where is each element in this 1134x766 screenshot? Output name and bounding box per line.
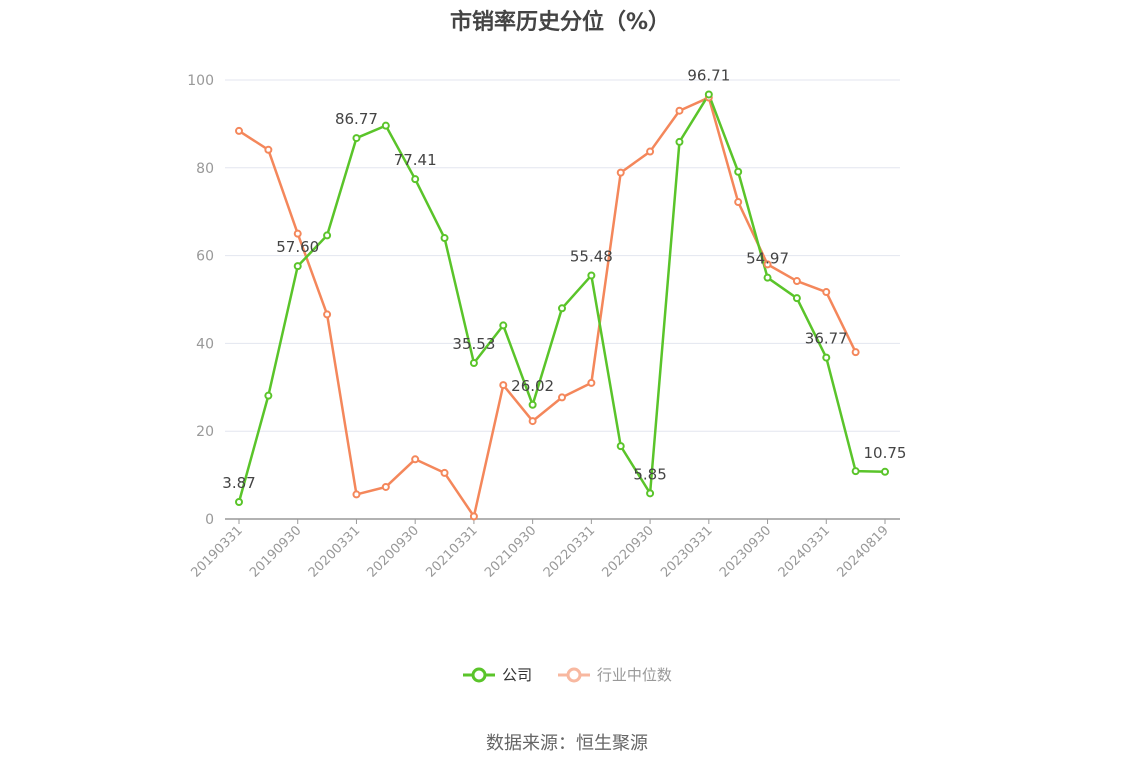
data-point-1 [352,490,361,499]
data-labels: 3.87 57.60 86.77 77.41 35.53 26.02 55.48 5.85 96… [222,66,906,492]
data-point-1 [499,381,508,390]
series-line-1 [238,96,857,518]
data-point-1 [293,229,302,238]
data-point-0 [440,234,449,243]
data-point-1 [851,348,860,357]
data-point-1 [734,198,743,207]
x-tick-label: 20210930 [482,523,539,580]
legend-industry-marker-icon [557,667,590,682]
legend-industry-label: 行业中位数 [596,666,672,684]
data-point-1 [440,468,449,477]
grid-lines [225,79,900,432]
legend-item-industry-median[interactable]: 行业中位数 [557,664,672,685]
data-point-0 [235,498,243,507]
data-point-0 [381,121,390,130]
data-point-0 [499,321,508,330]
legend: 公司 行业中位数 [0,664,1134,687]
y-tick-label: 20 [196,424,214,440]
data-label: 5.85 [633,465,666,483]
data-points [235,90,889,521]
data-point-0 [851,467,860,476]
data-point-0 [792,294,801,303]
data-point-0 [352,134,361,143]
x-tick-label: 20240819 [834,523,891,580]
data-point-0 [469,359,478,368]
y-tick-label: 80 [196,161,214,177]
data-point-1 [675,106,684,115]
x-tick-label: 20200930 [365,523,422,580]
data-point-0 [411,175,420,184]
data-label: 77.41 [394,151,437,169]
data-point-0 [822,353,831,362]
data-label: 86.77 [335,110,378,128]
x-tick-label: 20230930 [717,523,774,580]
data-label: 36.77 [805,330,848,348]
y-tick-label: 100 [187,73,214,89]
legend-company-marker-icon [463,667,496,682]
data-label: 3.87 [222,474,255,492]
data-point-0 [616,442,625,451]
data-point-1 [646,147,655,156]
data-point-1 [587,378,596,387]
x-tick-label: 20210331 [423,523,480,580]
axes: 0 20 40 60 80 100 20190331 20190930 20200331 2020… [187,73,900,581]
x-tick-label: 20220331 [541,523,598,580]
data-point-0 [264,391,273,400]
data-label: 55.48 [570,247,613,265]
data-point-0 [881,467,889,476]
data-point-0 [675,137,684,146]
data-point-0 [528,400,537,409]
data-point-1 [558,393,566,402]
data-label: 96.71 [687,66,730,84]
data-point-1 [264,145,273,154]
x-tick-label: 20200331 [306,523,363,580]
legend-item-company[interactable]: 公司 [462,664,532,685]
x-tick-label: 20220930 [600,523,657,580]
data-label: 57.60 [276,238,319,256]
x-tick-label: 20230331 [658,523,715,580]
data-point-1 [616,168,625,177]
data-point-1 [763,260,772,269]
data-point-0 [704,90,713,99]
data-point-1 [235,126,243,135]
data-point-1 [528,417,537,426]
data-point-0 [293,262,302,271]
data-point-0 [323,231,332,240]
x-tick-label: 20190331 [188,523,245,580]
data-point-0 [558,304,566,313]
data-label: 35.53 [452,335,495,353]
y-tick-label: 40 [196,336,214,352]
data-point-1 [792,277,801,286]
data-point-1 [469,512,478,521]
data-label: 26.02 [511,377,554,395]
y-tick-label: 60 [196,249,214,265]
data-point-1 [323,310,332,319]
chart-title: 市销率历史分位（%） [449,10,671,35]
data-point-1 [822,288,831,297]
data-point-1 [411,455,420,464]
data-point-0 [646,489,655,498]
legend-company-label: 公司 [502,666,533,684]
data-point-1 [381,482,390,491]
data-point-0 [763,273,772,282]
y-tick-label: 0 [205,512,214,528]
x-tick-label: 20240331 [776,523,833,580]
series-line-0 [237,93,886,503]
x-tick-label: 20190930 [247,523,304,580]
data-label: 54.97 [746,250,789,268]
data-label: 10.75 [864,444,907,462]
data-point-0 [587,271,596,280]
data-point-0 [734,167,743,176]
source-note: 数据来源：恒生聚源 [486,733,648,754]
